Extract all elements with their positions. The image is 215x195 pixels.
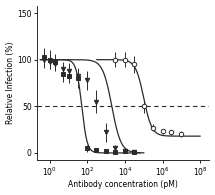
X-axis label: Antibody concentration (pM): Antibody concentration (pM)	[68, 180, 178, 190]
Y-axis label: Relative Infection (%): Relative Infection (%)	[6, 42, 15, 124]
